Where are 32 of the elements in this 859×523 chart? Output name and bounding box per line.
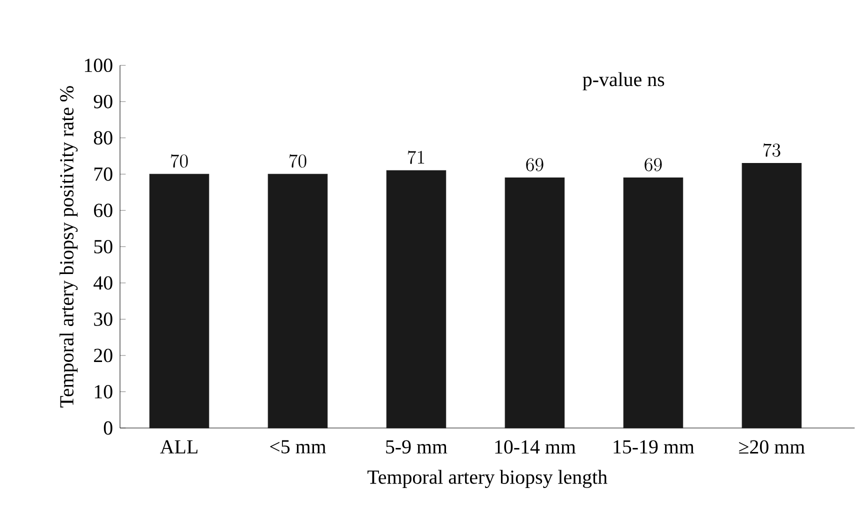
y-tick-label: 30: [94, 312, 112, 326]
data-label: 70: [170, 154, 188, 168]
data-label: 69: [644, 158, 662, 172]
bar: [386, 170, 446, 428]
y-tick-label: 70: [94, 167, 112, 181]
data-label: 69: [526, 158, 544, 172]
y-tick-label: 20: [94, 348, 112, 362]
annotation: p-value ns: [582, 72, 664, 90]
bar: [742, 162, 802, 428]
data-label: 71: [408, 150, 424, 164]
y-tick-label: 90: [94, 94, 112, 108]
data-label: 73: [763, 143, 780, 157]
x-tick-label: 10-14 mm: [495, 440, 576, 454]
y-tick-label: 50: [94, 240, 112, 254]
bar: [268, 174, 328, 428]
y-tick-label: 100: [84, 58, 112, 72]
bar: [623, 177, 684, 428]
x-tick-label: ≥20 mm: [739, 440, 805, 454]
y-tick-label: 40: [94, 276, 112, 290]
x-tick-label: 15-19 mm: [614, 440, 694, 454]
x-tick-label: 5-9 mm: [386, 440, 448, 454]
y-tick-label: 60: [94, 204, 112, 218]
x-axis-title: Temporal artery biopsy length: [367, 470, 608, 488]
y-axis-title: Temporal artery biopsy positivity rate %: [60, 86, 78, 408]
data-label: 70: [289, 154, 306, 168]
bar: [504, 177, 565, 428]
y-tick-label: 80: [94, 131, 112, 145]
x-tick-label: <5 mm: [270, 440, 326, 454]
y-tick-label: 0: [104, 421, 112, 435]
bar: [149, 174, 210, 428]
x-tick-label: ALL: [160, 440, 198, 454]
y-tick-label: 10: [94, 385, 112, 398]
